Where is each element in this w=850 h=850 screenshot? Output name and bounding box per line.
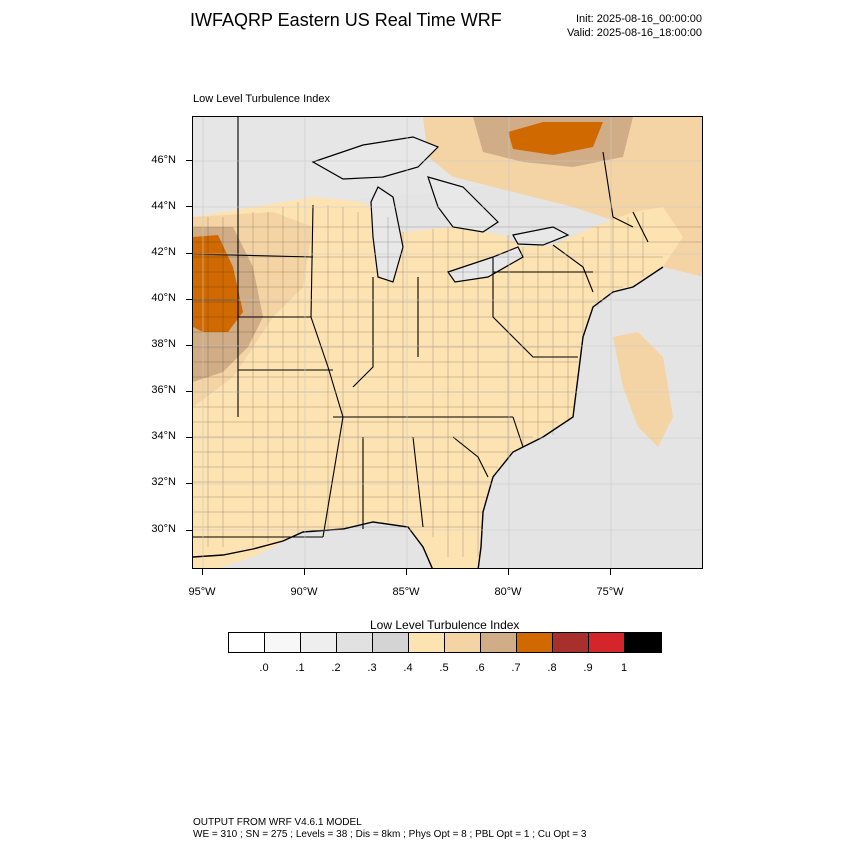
legend-swatch [373,633,409,652]
plot-subtitle: Low Level Turbulence Index [193,93,330,105]
legend-label: .3 [367,662,377,674]
legend-label: .5 [439,662,449,674]
atlantic-plume [613,332,673,447]
legend-label: .6 [475,662,485,674]
legend-title: Low Level Turbulence Index [370,618,520,632]
lon-label-90: 90°W [290,586,318,598]
legend-colorbar [228,632,662,653]
lake-ontario [512,226,570,246]
legend-swatch [445,633,481,652]
lat-label-40: 40°N [151,292,176,304]
legend-label: .9 [583,662,593,674]
lat-tick [186,253,192,254]
lat-tick [186,483,192,484]
map-plot [192,116,703,569]
lat-tick [186,160,192,161]
legend-label: .7 [511,662,521,674]
lon-tick [304,569,305,575]
lat-label-42: 42°N [151,246,176,258]
lon-label-75: 75°W [596,586,624,598]
lat-tick [186,391,192,392]
lat-label-44: 44°N [151,200,176,212]
gulf-coastline [193,521,433,568]
lat-label-46: 46°N [151,154,176,166]
canada-east-max [508,122,603,155]
legend-swatch [265,633,301,652]
lat-label-30: 30°N [151,523,176,535]
canada-east-region [423,117,702,277]
valid-time-label: Valid: 2025-08-16_18:00:00 [567,27,702,39]
lat-label-38: 38°N [151,338,176,350]
map-canvas [193,117,702,568]
us-land [193,197,683,568]
legend-swatch [625,633,661,652]
footer-model-info: OUTPUT FROM WRF V4.6.1 MODEL [193,817,362,828]
lake-michigan [370,186,404,283]
page-title: IWFAQRP Eastern US Real Time WRF [190,10,502,30]
legend-label: .4 [403,662,413,674]
lon-label-80: 80°W [494,586,522,598]
lat-tick [186,437,192,438]
lon-tick [202,569,203,575]
legend-swatch [517,633,553,652]
lat-label-34: 34°N [151,430,176,442]
legend-swatch [301,633,337,652]
lon-tick [406,569,407,575]
lat-tick [186,206,192,207]
legend-swatch [589,633,625,652]
county-grid [193,202,702,557]
legend-swatch [553,633,589,652]
lat-tick [186,345,192,346]
plains-max-region [193,235,243,332]
legend-swatch [229,633,265,652]
lat-tick [186,299,192,300]
init-time-label: Init: 2025-08-16_00:00:00 [576,13,702,25]
legend-label: .2 [331,662,341,674]
lon-tick [610,569,611,575]
legend-label: 1 [620,662,628,674]
lon-label-85: 85°W [392,586,420,598]
lon-label-95: 95°W [188,586,216,598]
legend-label: .8 [547,662,557,674]
lat-label-32: 32°N [151,476,176,488]
lon-tick [508,569,509,575]
graticule [193,117,702,568]
legend-swatch [409,633,445,652]
legend-swatch [481,633,517,652]
legend-label: .1 [295,662,305,674]
footer-model-params: WE = 310 ; SN = 275 ; Levels = 38 ; Dis … [193,829,587,840]
lat-tick [186,530,192,531]
lat-label-36: 36°N [151,384,176,396]
legend-swatch [337,633,373,652]
legend-label: .0 [259,662,269,674]
